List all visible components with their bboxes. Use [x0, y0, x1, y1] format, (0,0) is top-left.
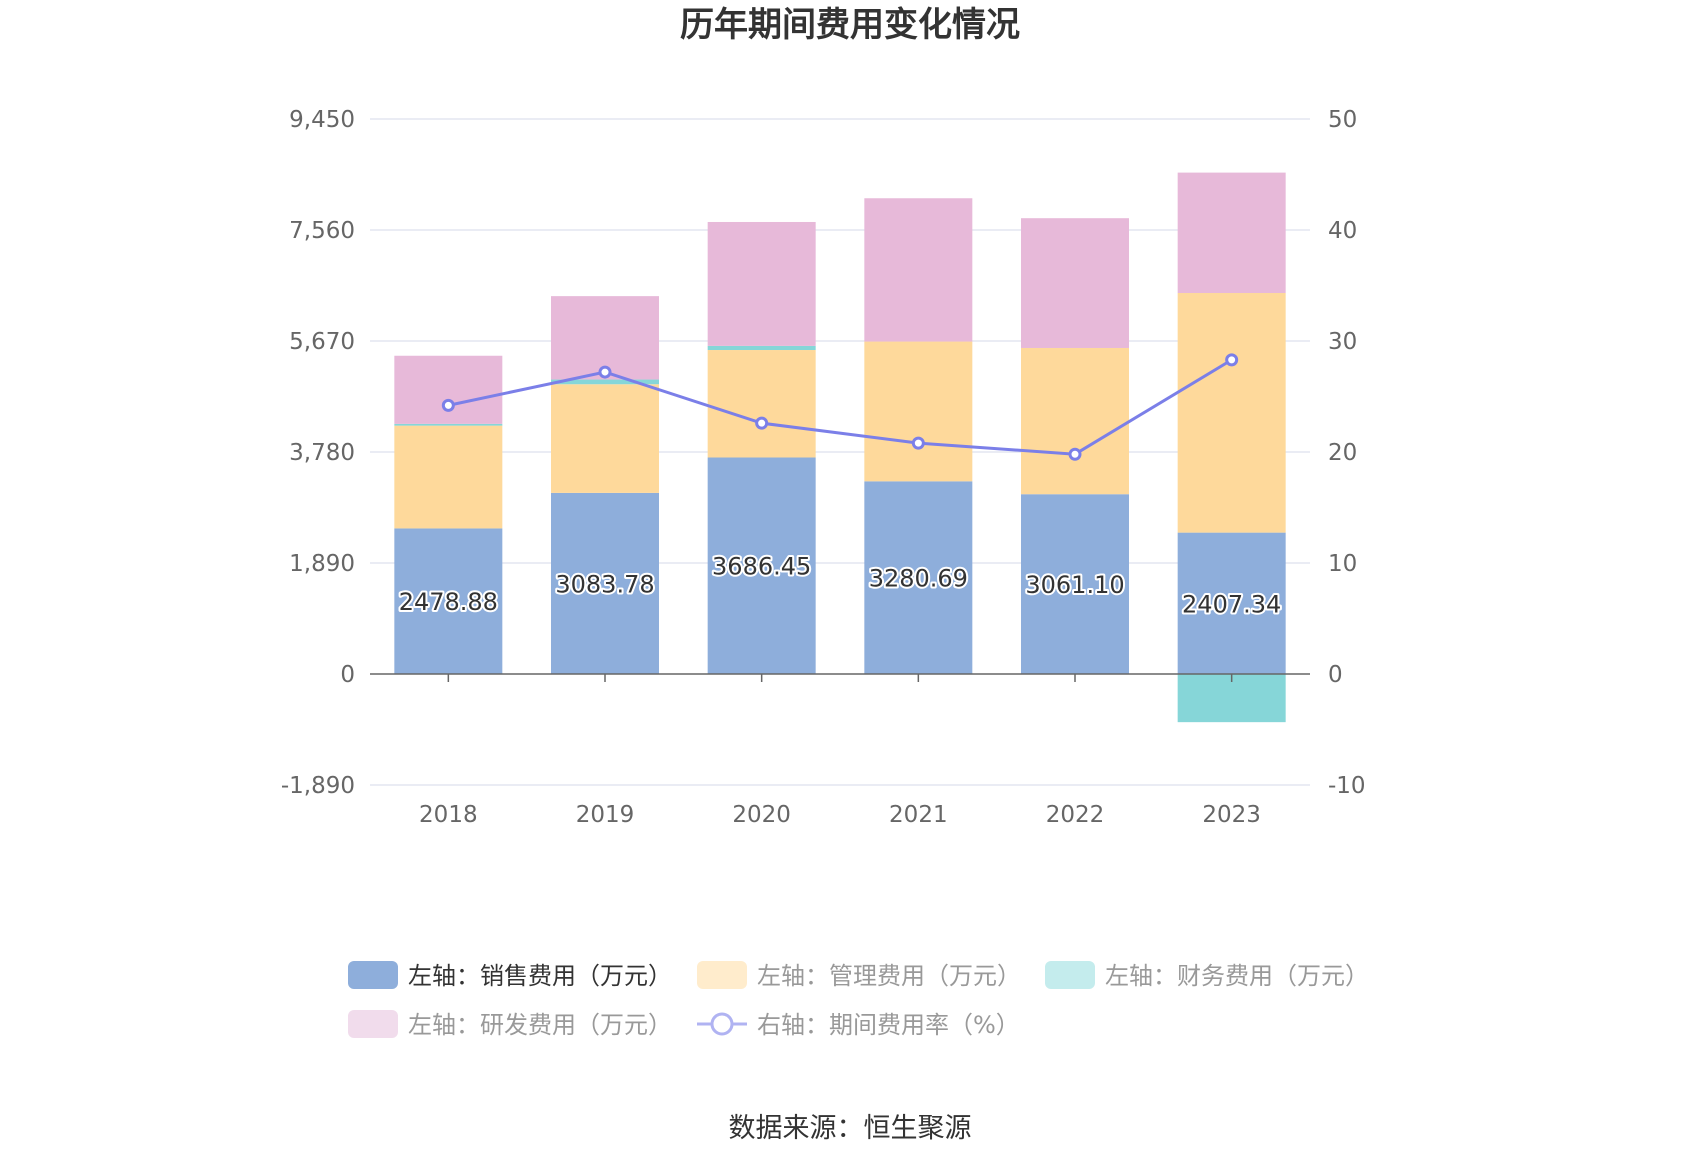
- bar-data-label: 3083.78: [555, 570, 654, 598]
- left-axis-tick: 3,780: [289, 440, 355, 466]
- bar-data-label: 3061.10: [1025, 571, 1124, 599]
- bar-segment[interactable]: [1177, 674, 1286, 723]
- bar-segment[interactable]: [864, 341, 973, 482]
- rate-line-point[interactable]: [1068, 447, 1082, 461]
- left-axis-tick: 1,890: [289, 551, 355, 577]
- bar-data-label: 2407.34: [1182, 590, 1281, 618]
- right-axis-tick: 20: [1328, 440, 1357, 466]
- right-axis-tick: 0: [1328, 662, 1343, 688]
- legend[interactable]: 左轴：销售费用（万元） 左轴：管理费用（万元） 左轴：财务费用（万元） 左轴：研发费用…: [348, 961, 1369, 1039]
- bar-segment[interactable]: [1177, 172, 1286, 293]
- bar-segment[interactable]: [394, 425, 503, 529]
- legend-item[interactable]: 右轴：期间费用率（%）: [697, 1011, 1020, 1039]
- rate-line: [441, 353, 1239, 461]
- right-axis-tick: 40: [1328, 218, 1357, 244]
- bar-labels: 2478.88 3083.78 3686.45 3280.69 3061.10 2407.…: [397, 551, 1284, 621]
- legend-label: 左轴：研发费用（万元）: [408, 1011, 672, 1039]
- x-axis-tick: 2019: [576, 802, 635, 828]
- legend-label: 左轴：管理费用（万元）: [757, 962, 1021, 990]
- legend-label: 左轴：销售费用（万元）: [408, 962, 672, 990]
- left-axis-tick: 0: [340, 662, 355, 688]
- bar-segment[interactable]: [1021, 347, 1129, 495]
- legend-item[interactable]: 左轴：财务费用（万元）: [1045, 961, 1369, 990]
- bar-segment[interactable]: [551, 379, 659, 385]
- rate-line-point[interactable]: [911, 436, 925, 450]
- bar-segment[interactable]: [707, 350, 816, 458]
- right-axis-tick: 50: [1328, 107, 1357, 133]
- grid-lines: [370, 118, 1310, 786]
- legend-swatch: [697, 961, 747, 989]
- legend-label: 右轴：期间费用率（%）: [757, 1011, 1020, 1039]
- left-axis-tick: -1,890: [281, 773, 355, 799]
- legend-item[interactable]: 左轴：研发费用（万元）: [348, 1010, 672, 1039]
- source-text: 数据来源：恒生聚源: [729, 1113, 972, 1144]
- x-axis-tick: 2021: [889, 802, 948, 828]
- x-axis-tick: 2023: [1202, 802, 1261, 828]
- right-axis-tick: 10: [1328, 551, 1357, 577]
- legend-item[interactable]: 左轴：销售费用（万元）: [348, 961, 672, 990]
- bar-segment[interactable]: [707, 221, 816, 346]
- bar-segment[interactable]: [1177, 532, 1286, 674]
- rate-line-path: [448, 358, 1233, 456]
- bar-segment[interactable]: [551, 492, 659, 674]
- bar-data-label: 3280.69: [869, 565, 968, 593]
- right-axis-tick: 30: [1328, 329, 1357, 355]
- bar-segment[interactable]: [1021, 218, 1129, 348]
- bar-segment[interactable]: [864, 198, 973, 342]
- left-axis-tick: 7,560: [289, 218, 355, 244]
- bar-segment[interactable]: [1177, 292, 1286, 533]
- x-axis-tick: 2020: [732, 802, 791, 828]
- legend-item[interactable]: 左轴：管理费用（万元）: [697, 961, 1021, 990]
- bars: [394, 172, 1286, 723]
- legend-swatch: [1045, 961, 1095, 989]
- left-axis-tick: 9,450: [289, 107, 355, 133]
- bar-segment[interactable]: [1021, 494, 1129, 674]
- bar-data-label: 3686.45: [712, 553, 811, 581]
- rate-line-point[interactable]: [441, 398, 455, 412]
- legend-swatch: [348, 1010, 398, 1038]
- legend-swatch: [348, 961, 398, 989]
- bar-segment[interactable]: [864, 481, 973, 674]
- left-axis-tick: 5,670: [289, 329, 355, 355]
- bar-segment[interactable]: [394, 355, 503, 424]
- legend-circle-icon: [710, 1012, 734, 1036]
- bar-segment[interactable]: [394, 528, 503, 674]
- rate-line-point[interactable]: [1225, 353, 1239, 367]
- rate-line-point[interactable]: [598, 365, 612, 379]
- bar-segment[interactable]: [707, 457, 816, 674]
- x-axis-tick: 2018: [419, 802, 478, 828]
- bar-data-label: 2478.88: [399, 588, 498, 616]
- bar-segment[interactable]: [551, 384, 659, 493]
- chart-title: 历年期间费用变化情况: [680, 5, 1020, 45]
- bar-segment[interactable]: [394, 423, 503, 426]
- right-axis-tick: -10: [1328, 773, 1366, 799]
- x-axis-tick: 2022: [1046, 802, 1105, 828]
- legend-label: 左轴：财务费用（万元）: [1105, 962, 1369, 990]
- bar-segment[interactable]: [707, 345, 816, 351]
- rate-line-point[interactable]: [755, 416, 769, 430]
- axes: 9,450 50 7,560 40 5,670 30 3,780 20 1,890 10 0 0 -1,…: [281, 107, 1366, 828]
